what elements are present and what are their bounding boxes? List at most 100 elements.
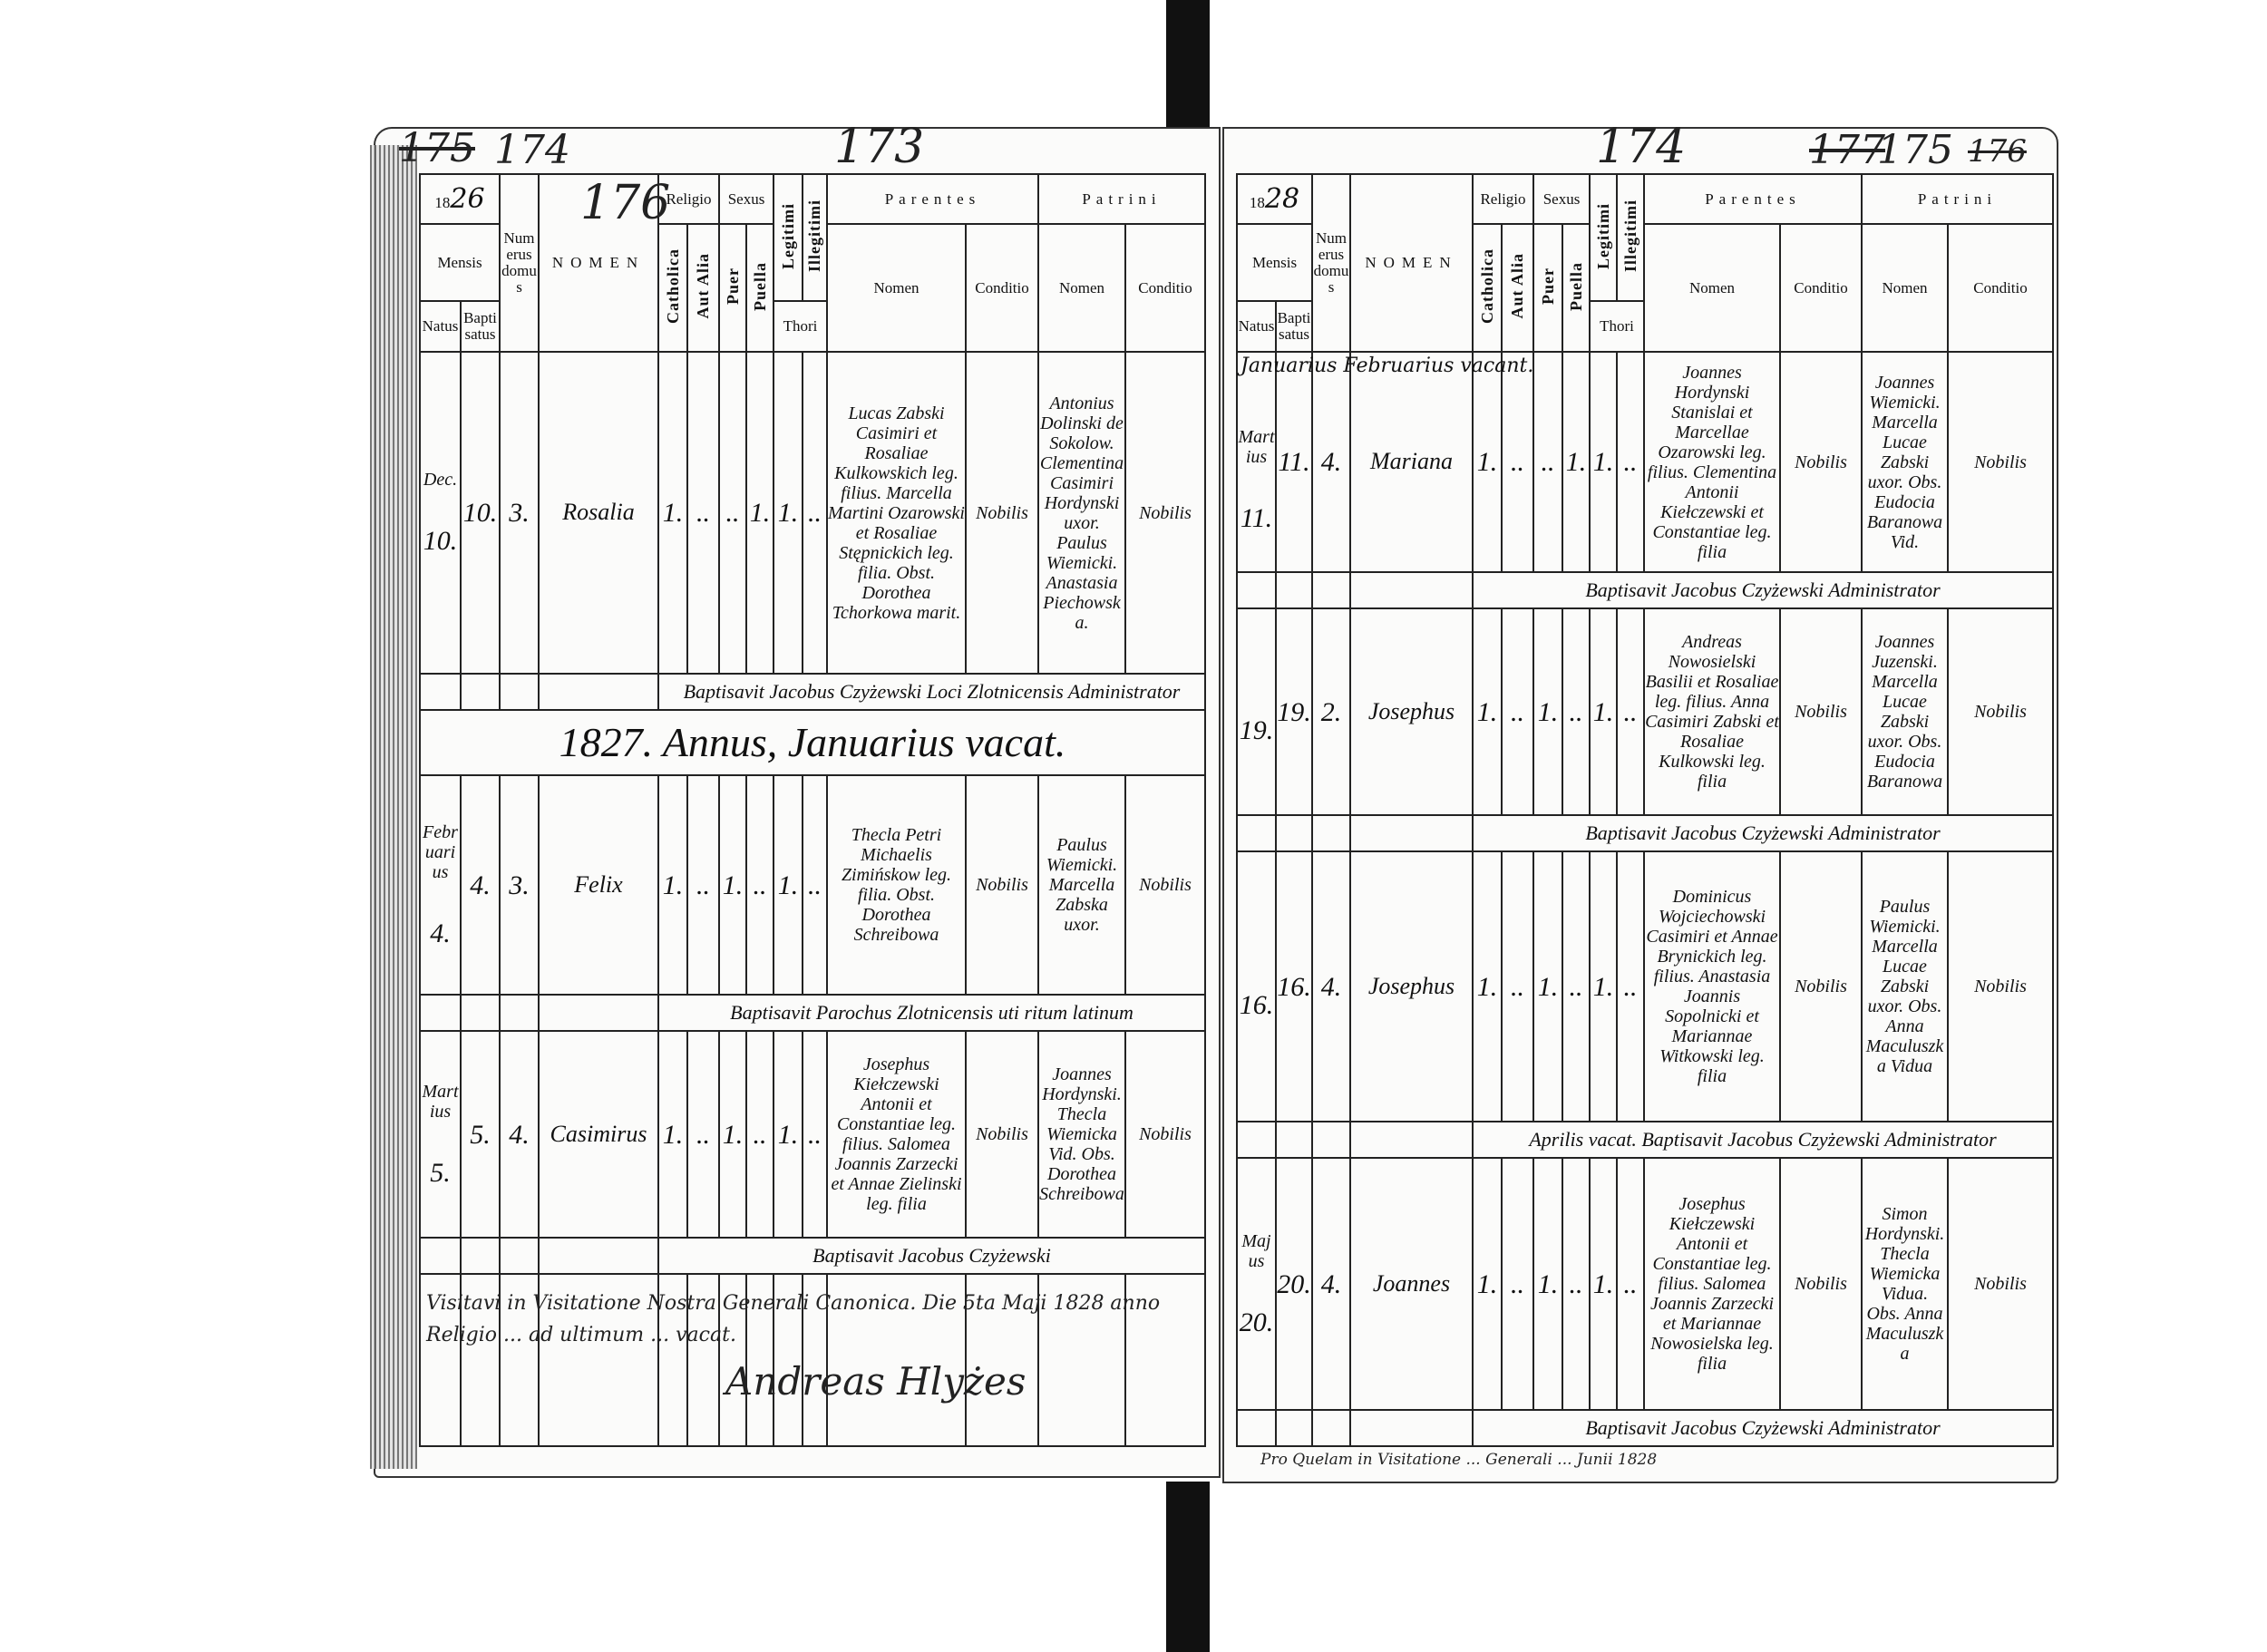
empty-cell [1275,572,1313,609]
illegitimi-cell: .. [802,351,828,675]
parentes-conditio-header: Conditio [965,223,1039,353]
empty-cell [419,1273,462,1447]
illegitimi-header: Illegitimi [802,173,828,302]
page-number: 175 [1877,127,1953,173]
empty-cell [538,995,659,1032]
godparents-condition-cell-text: Nobilis [1974,977,2027,996]
year-suffix: 26 [450,182,485,215]
book-spine-top [1166,0,1210,127]
parents-condition-cell: Nobilis [1779,850,1863,1122]
illegitimi-cell-text: .. [1623,696,1638,727]
nomen-header: NOMEN [538,173,659,353]
parents-condition-cell-text: Nobilis [976,502,1028,523]
parents-name-cell-text: Andreas Nowosielski Basilii et Rosaliae … [1645,632,1779,792]
parentes-header: Parentes [826,173,1039,225]
puella-header: Puella [745,223,774,353]
baptizavit-note: Baptisavit Jacobus Czyżewski Loci Zlotni… [657,673,1206,711]
aut-alia-cell-text: .. [696,870,710,900]
thori-header-label: Thori [783,317,818,335]
aut-alia-header-label: Aut Alia [694,253,713,319]
baptisatus-cell-text: 4. [470,870,491,900]
catholica-cell-text: 1. [662,498,684,528]
aut-alia-header: Aut Alia [686,223,720,353]
empty-cell [1236,1410,1277,1447]
numerus-domus-header-label: Numerus domus [501,229,537,296]
natus-value: 20. [1239,1307,1274,1337]
puer-cell: 1. [1532,1157,1563,1411]
empty-cell [419,995,462,1032]
puer-cell: 1. [718,774,747,996]
parentes-nomen-header-label: Nomen [1688,278,1736,296]
domus-cell: 4. [1311,1157,1351,1411]
religio-header: Religio [1472,173,1534,225]
patrini-nomen-header: Nomen [1037,223,1126,353]
puella-cell-text: 1. [1565,447,1587,477]
empty-cell [460,1238,501,1275]
godparents-condition-cell: Nobilis [1947,850,2054,1122]
child-name-cell: Rosalia [538,351,659,675]
empty-cell [460,995,501,1032]
parents-name-cell: Thecla Petri Michaelis Zimińskow leg. fi… [826,774,967,996]
legitimi-cell: 1. [1589,351,1618,573]
page-number-struck: 175 [399,125,475,171]
baptizavit-row: Baptisavit Parochus Zlotnicensis uti rit… [419,994,1206,1032]
puer-cell-text: .. [1541,447,1555,477]
parents-name-cell: Joannes Hordynski Stanislai et Marcellae… [1643,351,1781,573]
patrini-header-label: Patrini [1082,189,1162,208]
puella-header: Puella [1562,223,1591,353]
month-cell: Majus 20. [1236,1157,1277,1411]
puer-cell: 1. [1532,850,1563,1122]
baptism-register-table-left: 1826 Numerus domus NOMEN Religio Sexus Legiti… [419,173,1206,1447]
empty-cell [419,1238,462,1275]
mensis-header: Mensis [1236,223,1313,302]
domus-cell-text: 4. [1320,971,1342,1002]
aut-alia-cell-text: .. [696,498,710,528]
aut-alia-cell: .. [686,1030,720,1239]
baptizavit-note-text: Aprilis vacat. Baptisavit Jacobus Czyżew… [1529,1127,1997,1151]
table-row: 19. 19. 2. Josephus 1... 1... 1... Andreas Nowo… [1236,607,2054,816]
year-header: 1826 [419,173,501,225]
puer-cell-text: 1. [722,1119,744,1150]
year-prefix: 18 [1249,193,1265,211]
illegitimi-header-label: Illegitimi [1620,199,1639,273]
godparents-condition-cell-text: Nobilis [1139,1124,1192,1144]
baptizavit-row: Baptisavit Jacobus Czyżewski Administrat… [1236,814,2054,852]
domus-cell: 4. [499,1030,540,1239]
puella-cell-text: .. [753,870,767,900]
godparents-name-cell-text: Paulus Wiemicki. Marcella Zabska uxor. [1046,835,1118,935]
parentes-nomen-header-label: Nomen [873,278,919,296]
baptisatus-cell-text: 20. [1277,1268,1311,1299]
aut-alia-cell-text: .. [696,1119,710,1150]
thori-header-label: Thori [1600,317,1634,335]
patrini-conditio-header-label: Conditio [1138,278,1192,296]
baptisatus-cell: 19. [1275,607,1313,816]
domus-cell-text: 4. [1320,447,1342,477]
table-row: Majus 20. 20. 4. Joannes 1... 1... 1... Josephus… [1236,1157,2054,1411]
child-name-cell: Josephus [1349,850,1474,1122]
legitimi-cell: 1. [773,1030,803,1239]
baptizavit-row: Baptisavit Jacobus Czyżewski [419,1237,1206,1275]
godparents-condition-cell: Nobilis [1124,774,1206,996]
month-cell: Dec. 10. [419,351,462,675]
child-name-cell: Casimirus [538,1030,659,1239]
natus-value: 10. [423,526,458,556]
natus-header: Natus [1236,300,1277,353]
month-cell: 19. [1236,607,1277,816]
month-cell-text: Dec. [423,470,458,490]
parentes-nomen-header: Nomen [1643,223,1781,353]
baptizavit-note: Baptisavit Jacobus Czyżewski Administrat… [1472,571,2054,609]
register-body: Martius 11. 11. 4. Mariana 1..... 1. 1... Joanne… [1236,351,2054,1447]
month-cell: Februarius 4. [419,774,462,996]
domus-cell: 4. [1311,850,1351,1122]
page-number: 173 [834,120,925,174]
parents-name-cell-text: Joannes Hordynski Stanislai et Marcellae… [1647,362,1777,562]
legitimi-cell: 1. [1589,607,1618,816]
table-row: Martius 5. 5. 4. Casimirus 1... 1... 1... Joseph… [419,1030,1206,1239]
baptisatus-header: Baptisatus [1275,300,1313,353]
catholica-cell: 1. [1472,351,1503,573]
parentes-nomen-header: Nomen [826,223,967,353]
domus-cell: 3. [499,774,540,996]
puella-cell-text: .. [1569,971,1583,1002]
baptizavit-note-text: Baptisavit Jacobus Czyżewski Administrat… [1585,1415,1941,1439]
mensis-header: Mensis [419,223,501,302]
